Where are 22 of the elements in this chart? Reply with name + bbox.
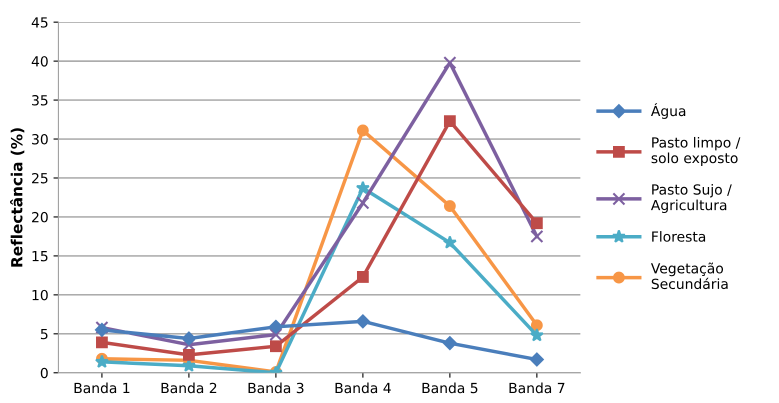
y-axis-title: Reflectância (%): [10, 128, 24, 267]
legend-label: Água: [650, 103, 686, 119]
y-tick-label: 5: [40, 328, 48, 340]
x-tick-label: Banda 7: [510, 382, 564, 394]
legend-label: Floresta: [652, 231, 706, 242]
y-tick-label: 15: [32, 251, 48, 262]
y-tick-label: 25: [32, 172, 48, 184]
legend-label: Pasto Sujo / Agricultura: [650, 184, 732, 213]
y-tick-label: 0: [40, 368, 48, 378]
x-tick-label: Banda 2: [162, 382, 216, 394]
x-tick-label: Banda 3: [248, 382, 304, 394]
y-tick-label: 10: [32, 290, 48, 300]
x-tick-label: Banda 4: [336, 382, 391, 394]
y-tick-label: 40: [32, 56, 48, 67]
legend-label: Vegetação Secundária: [650, 262, 728, 290]
y-tick-label: 30: [32, 134, 48, 145]
y-tick-label: 35: [32, 95, 48, 106]
x-tick-label: Banda 5: [422, 382, 478, 394]
x-tick-label: Banda 1: [74, 382, 130, 394]
y-tick-label: 20: [32, 212, 48, 222]
legend-label: Pasto limpo / solo exposto: [652, 136, 740, 166]
y-tick-label: 45: [32, 17, 48, 28]
